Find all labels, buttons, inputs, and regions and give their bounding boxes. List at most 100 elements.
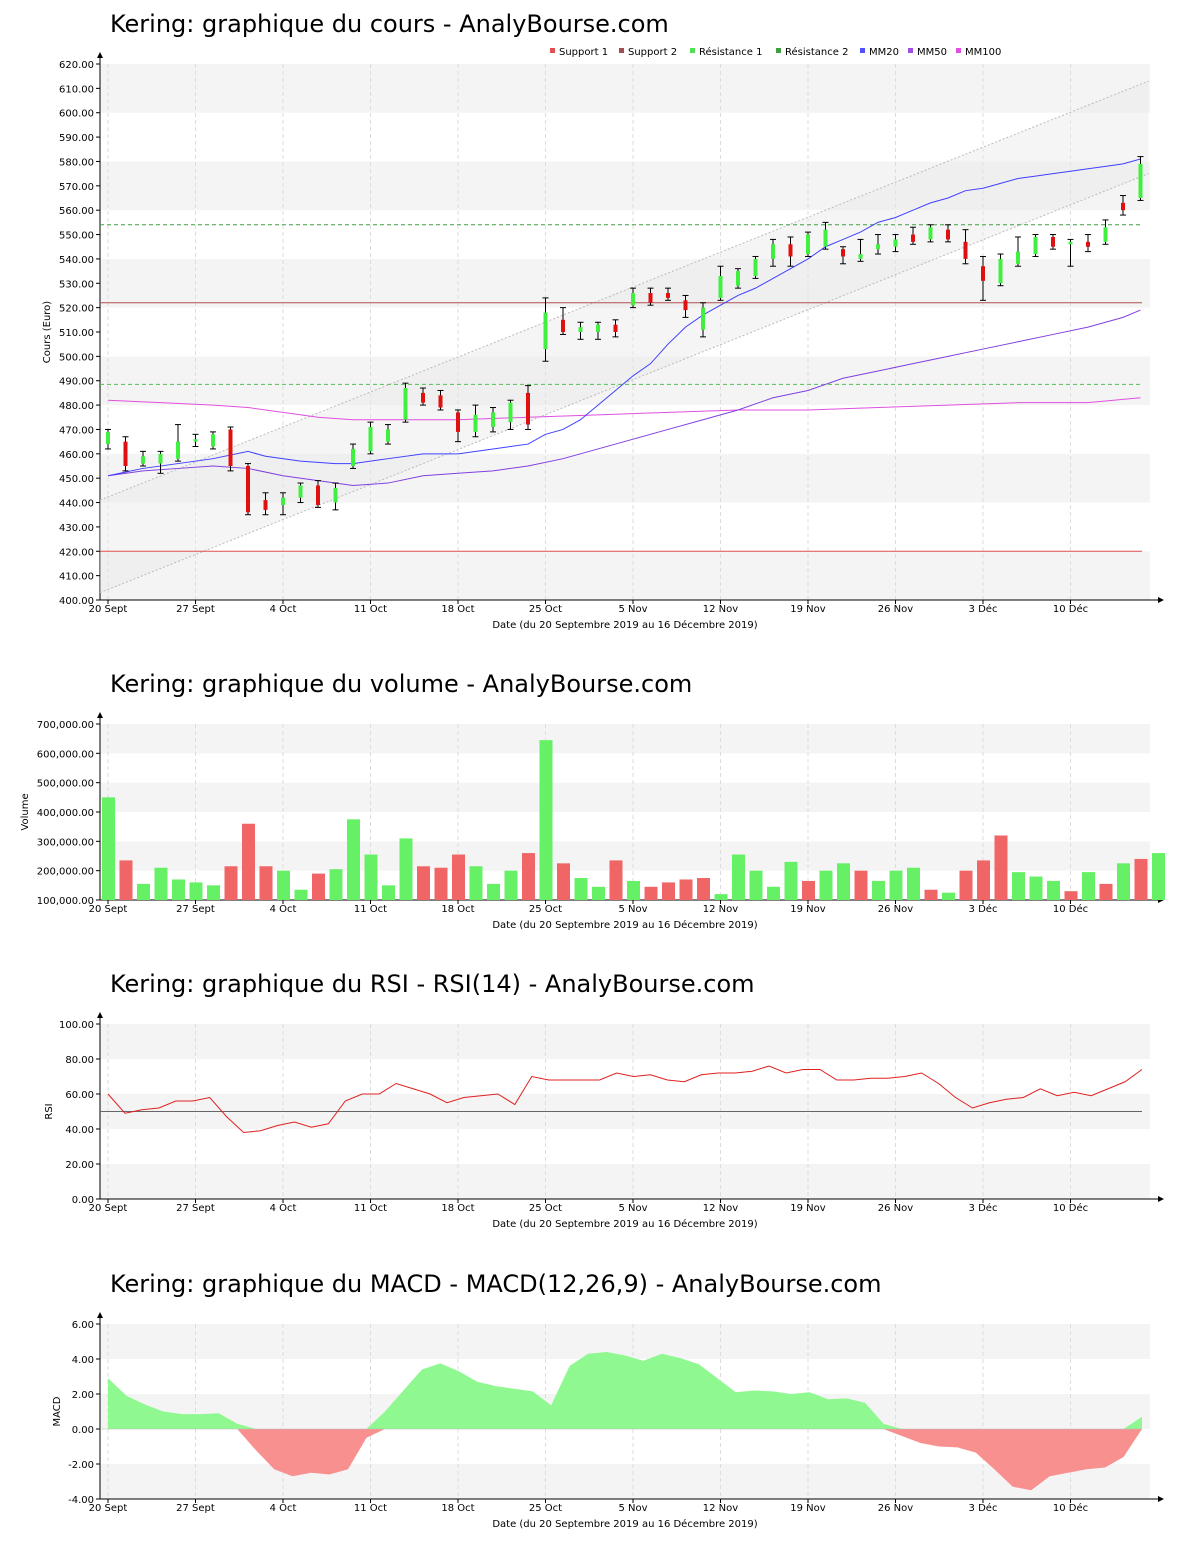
x-tick-label: 12 Nov: [703, 604, 739, 615]
plot-band: [100, 551, 1150, 600]
volume-bar: [294, 889, 308, 900]
plot-band: [100, 356, 1150, 406]
volume-chart-panel: Kering: graphique du volume - AnalyBours…: [0, 660, 1200, 940]
candle-body: [981, 266, 985, 281]
x-axis-label: Date (du 20 Septembre 2019 au 16 Décembr…: [492, 1518, 757, 1530]
x-tick-label: 12 Nov: [703, 1503, 739, 1514]
y-tick-label: 410.00: [59, 572, 94, 583]
y-tick-label: 530.00: [59, 279, 94, 290]
volume-bar: [714, 894, 728, 900]
x-tick-label: 4 Oct: [270, 604, 297, 615]
y-tick-label: 590.00: [59, 133, 94, 144]
candle-body: [1103, 227, 1108, 242]
legend-swatch: [550, 48, 555, 53]
plot-band: [100, 1059, 1150, 1094]
volume-bar: [1064, 891, 1078, 900]
volume-bar: [1029, 876, 1043, 900]
rsi-line: [107, 1065, 1143, 1134]
x-tick-label: 27 Sept: [176, 904, 215, 915]
volume-bar: [329, 869, 343, 900]
volume-bar: [592, 886, 605, 900]
plot-band: [100, 812, 1150, 842]
candle-body: [858, 254, 863, 259]
y-tick-label: 500.00: [59, 352, 94, 363]
plot-band: [100, 161, 1150, 211]
y-tick-label: 580.00: [59, 157, 94, 168]
volume-bar: [522, 853, 535, 900]
candle-body: [176, 441, 180, 459]
y-tick-label: -4.00: [68, 1495, 94, 1506]
macd-negative-area: [108, 1429, 1142, 1491]
volume-bar: [1082, 872, 1095, 900]
volume-bar: [644, 886, 658, 900]
x-tick-label: 20 Sept: [89, 904, 128, 915]
y-tick-label: 610.00: [59, 84, 94, 95]
macd-chart: 20 Sept 27 Sept 4 Oct 11 Oct 18 Oct 25 Oct 5 N…: [52, 1312, 1164, 1530]
volume-bar: [609, 860, 623, 900]
candle-body: [543, 312, 548, 350]
macd-chart-panel: Kering: graphique du MACD - MACD(12,26,9…: [0, 1260, 1200, 1550]
x-tick-label: 25 Oct: [529, 904, 562, 915]
plot-band: [100, 210, 1150, 259]
candle-body: [1068, 241, 1073, 245]
plot-band: [100, 782, 1150, 812]
x-tick-label: 27 Sept: [176, 604, 215, 615]
y-axis-arrow: [97, 1312, 103, 1318]
x-tick-label: 5 Nov: [618, 604, 647, 615]
candle-body: [263, 500, 268, 510]
trend-channel: [100, 81, 1149, 593]
plot-band: [100, 405, 1150, 454]
candle-body: [718, 275, 723, 298]
legend-label: Support 1: [559, 47, 608, 58]
volume-bar: [1047, 880, 1060, 900]
candle-body: [1086, 241, 1090, 247]
y-tick-label: 570.00: [59, 182, 94, 193]
macd-positive-area: [108, 1352, 1142, 1429]
x-tick-label: 11 Oct: [354, 1203, 387, 1214]
x-tick-label: 25 Oct: [529, 1203, 562, 1214]
y-tick-label: 550.00: [59, 231, 94, 242]
y-tick-label: 2.00: [72, 1390, 94, 1401]
x-axis-arrow: [1158, 1496, 1164, 1502]
x-tick-label: 19 Nov: [790, 1503, 826, 1514]
candle-body: [316, 485, 320, 505]
price-chart-panel: Kering: graphique du cours - AnalyBourse…: [0, 0, 1200, 640]
plot-band: [100, 1464, 1150, 1499]
plot-band: [100, 1164, 1150, 1199]
candle-body: [1033, 236, 1038, 255]
x-tick-label: 27 Sept: [176, 1503, 215, 1514]
candle-body: [228, 429, 233, 466]
candle-body: [596, 324, 600, 332]
plot-band: [100, 258, 1150, 308]
candle-body: [683, 300, 688, 311]
legend-swatch: [908, 48, 913, 53]
legend-label: Résistance 1: [699, 46, 762, 58]
candle-body: [1138, 163, 1143, 198]
x-tick-label: 10 Déc: [1053, 1202, 1088, 1214]
volume-bar: [784, 861, 798, 900]
x-tick-label: 10 Déc: [1053, 1502, 1088, 1514]
y-axis-label: Volume: [20, 793, 31, 830]
y-tick-label: 490.00: [59, 377, 94, 388]
x-tick-label: 4 Oct: [270, 1503, 297, 1514]
x-tick-label: 10 Déc: [1053, 903, 1088, 915]
y-tick-label: 470.00: [59, 425, 94, 436]
volume-chart: 20 Sept 27 Sept 4 Oct 11 Oct 18 Oct 25 Oct 5 N…: [20, 712, 1165, 931]
plot-band: [100, 1324, 1150, 1359]
mm50-line: [107, 309, 1141, 486]
candle-body: [246, 466, 250, 513]
y-axis-arrow: [97, 1012, 103, 1018]
candle-body: [701, 307, 705, 330]
x-axis-label: Date (du 20 Septembre 2019 au 16 Décembr…: [492, 1218, 757, 1230]
candle-body: [526, 392, 530, 425]
candle-body: [456, 412, 460, 432]
volume-bar: [452, 854, 465, 900]
volume-bar: [872, 880, 885, 900]
x-axis-arrow: [1158, 1196, 1164, 1202]
candle-body: [998, 258, 1003, 284]
candle-body: [806, 234, 810, 255]
legend-label: Support 2: [628, 47, 677, 58]
x-tick-label: 26 Nov: [878, 604, 914, 615]
plot-band: [100, 841, 1150, 871]
candle-body: [771, 244, 775, 259]
